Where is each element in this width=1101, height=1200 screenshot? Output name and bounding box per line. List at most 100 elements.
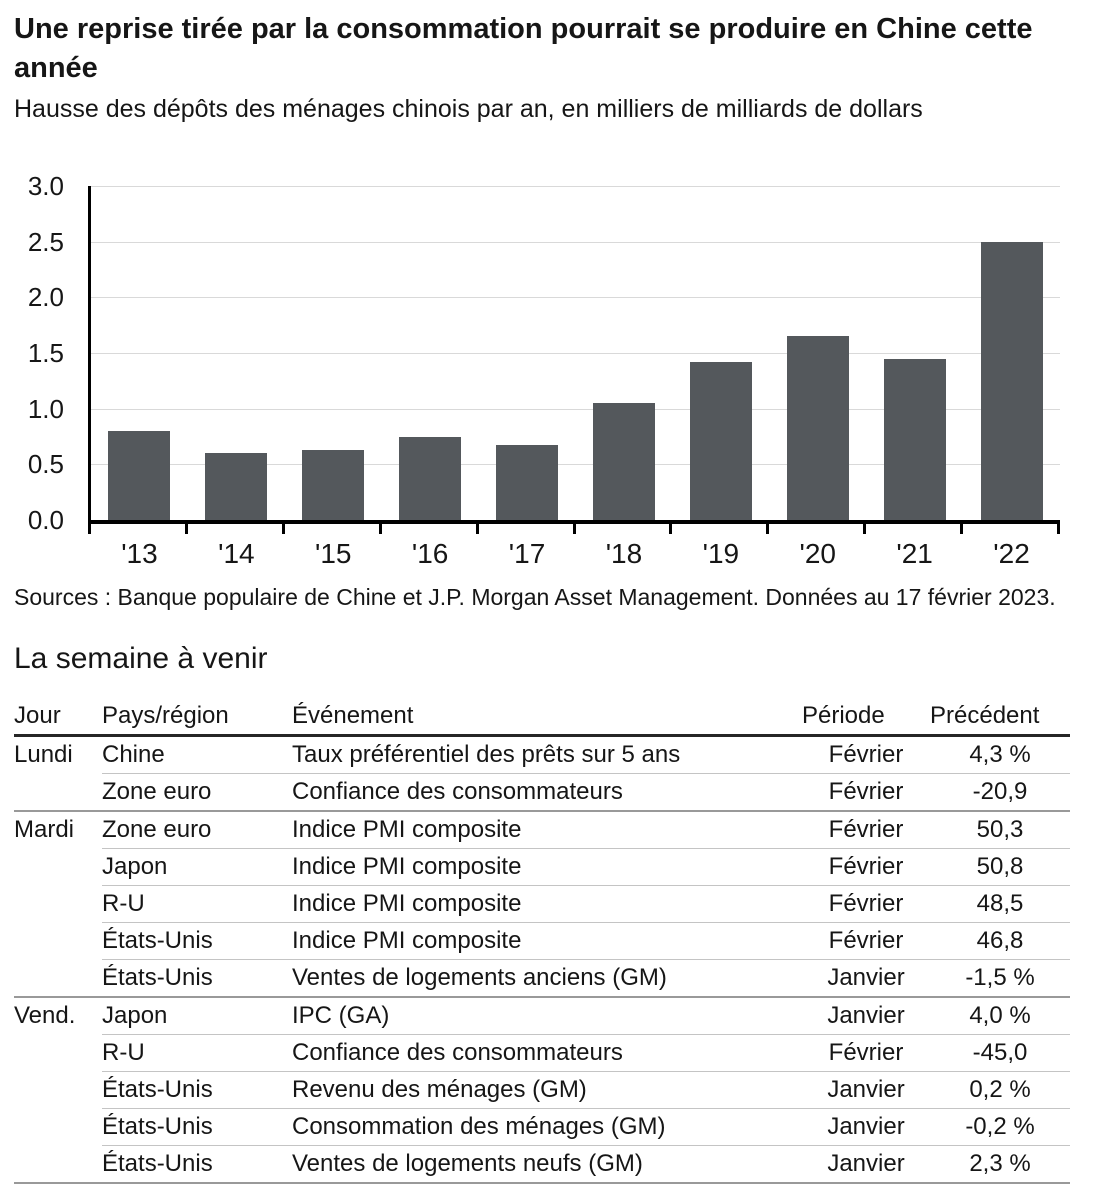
cell-event: Consommation des ménages (GM) <box>292 1108 802 1146</box>
chart-subtitle: Hausse des dépôts des ménages chinois pa… <box>14 94 923 123</box>
cell-event: Ventes de logements anciens (GM) <box>292 959 802 997</box>
bar-chart: 0.0 0.5 1.0 1.5 2.0 2.5 3.0 '13 '14 '15 '16 '17 '18… <box>0 170 1101 582</box>
cell-day <box>14 1146 102 1184</box>
y-axis-label: 0.5 <box>27 449 64 480</box>
table-row: États-Unis Consommation des ménages (GM) J… <box>14 1108 1070 1146</box>
cell-day <box>14 849 102 886</box>
column-header-period: Période <box>802 700 930 737</box>
cell-previous: -0,2 % <box>930 1108 1070 1146</box>
cell-event: Indice PMI composite <box>292 922 802 960</box>
plot-area <box>88 186 1060 524</box>
cell-previous: 48,5 <box>930 885 1070 923</box>
bar-18 <box>592 403 655 520</box>
gridline <box>91 297 1060 299</box>
cell-day <box>14 774 102 812</box>
cell-previous: 4,3 % <box>930 734 1070 774</box>
table-row: R-U Indice PMI composite Février 48,5 <box>14 885 1070 923</box>
cell-event: Revenu des ménages (GM) <box>292 1071 802 1109</box>
x-axis-tick <box>1057 524 1060 534</box>
x-axis-tick <box>572 524 576 534</box>
x-axis-tick <box>378 524 382 534</box>
cell-period: Janvier <box>802 959 930 997</box>
x-axis-tick <box>766 524 770 534</box>
cell-period: Janvier <box>802 1145 930 1183</box>
cell-day <box>14 886 102 923</box>
x-axis-label: '22 <box>993 538 1030 569</box>
x-axis-label: '20 <box>799 538 837 569</box>
gridline <box>91 408 1060 410</box>
cell-event: Indice PMI composite <box>292 848 802 886</box>
cell-country: Zone euro <box>102 773 292 811</box>
x-axis-label: '21 <box>896 538 933 569</box>
y-axis-label: 2.0 <box>27 282 64 313</box>
source-note: Sources : Banque populaire de Chine et J… <box>14 584 1056 610</box>
table-row: Zone euro Confiance des consommateurs Févr… <box>14 773 1070 812</box>
cell-previous: 0,2 % <box>930 1071 1070 1109</box>
cell-day <box>14 923 102 960</box>
cell-country: Japon <box>102 996 292 1035</box>
cell-event: Confiance des consommateurs <box>292 1034 802 1072</box>
bar-20 <box>786 336 849 520</box>
y-axis-label: 1.0 <box>27 393 64 424</box>
y-axis-label: 3.0 <box>27 171 64 201</box>
cell-event: Taux préférentiel des prêts sur 5 ans <box>292 734 802 774</box>
cell-event: Indice PMI composite <box>292 810 802 849</box>
cell-period: Février <box>802 810 930 849</box>
x-axis-label: '13 <box>121 538 158 569</box>
column-header-event: Événement <box>292 700 802 737</box>
cell-country: R-U <box>102 885 292 923</box>
x-axis-tick <box>281 524 285 534</box>
cell-period: Février <box>802 848 930 886</box>
cell-event: Confiance des consommateurs <box>292 773 802 811</box>
y-axis-label: 1.5 <box>27 338 64 368</box>
bar-22 <box>980 241 1043 520</box>
cell-day <box>14 960 102 998</box>
cell-previous: -1,5 % <box>930 959 1070 997</box>
gridline <box>91 353 1060 354</box>
cell-period: Février <box>802 1034 930 1072</box>
bar-13 <box>108 430 171 520</box>
x-axis-label: '15 <box>315 538 352 569</box>
cell-event: IPC (GA) <box>292 996 802 1035</box>
cell-day <box>14 1072 102 1109</box>
table-header-row: Jour Pays/région Événement Période Précé… <box>14 700 1070 737</box>
y-axis: 0.0 0.5 1.0 1.5 2.0 2.5 3.0 <box>0 170 64 582</box>
cell-country: États-Unis <box>102 1108 292 1146</box>
cell-period: Février <box>802 885 930 923</box>
x-axis-tick <box>475 524 479 534</box>
table-row: États-Unis Ventes de logements neufs (GM)… <box>14 1145 1070 1184</box>
cell-previous: -45,0 <box>930 1034 1070 1072</box>
x-axis-label: '17 <box>508 538 546 569</box>
gridline <box>91 464 1060 466</box>
column-header-day: Jour <box>14 700 102 737</box>
chart-title: Une reprise tirée par la consommation po… <box>14 13 1033 84</box>
bar-15 <box>302 449 365 520</box>
cell-period: Février <box>802 773 930 811</box>
table-row: Japon Indice PMI composite Février 50,8 <box>14 848 1070 886</box>
cell-country: États-Unis <box>102 959 292 997</box>
gridline <box>91 241 1060 243</box>
x-axis-tick <box>88 524 91 534</box>
y-axis-label: 2.5 <box>27 226 64 257</box>
cell-event: Ventes de logements neufs (GM) <box>292 1145 802 1183</box>
x-axis-tick <box>669 524 673 534</box>
y-axis-label: 0.0 <box>27 505 64 535</box>
table-row: États-Unis Revenu des ménages (GM) Janvier… <box>14 1071 1070 1109</box>
cell-previous: 50,8 <box>930 848 1070 886</box>
cell-country: États-Unis <box>102 1071 292 1109</box>
x-axis-label: '19 <box>702 538 740 569</box>
bar-21 <box>883 358 946 520</box>
cell-previous: 2,3 % <box>930 1145 1070 1183</box>
gridline <box>91 186 1060 187</box>
column-header-country: Pays/région <box>102 700 292 737</box>
table-row: Lundi Chine Taux préférentiel des prêts su… <box>14 734 1070 774</box>
column-header-previous: Précédent <box>930 700 1070 737</box>
cell-period: Janvier <box>802 996 930 1035</box>
x-axis-label: '18 <box>605 538 643 569</box>
cell-event: Indice PMI composite <box>292 885 802 923</box>
cell-previous: -20,9 <box>930 773 1070 811</box>
cell-day: Mardi <box>14 810 102 849</box>
cell-day: Lundi <box>14 734 102 774</box>
cell-country: Chine <box>102 734 292 774</box>
